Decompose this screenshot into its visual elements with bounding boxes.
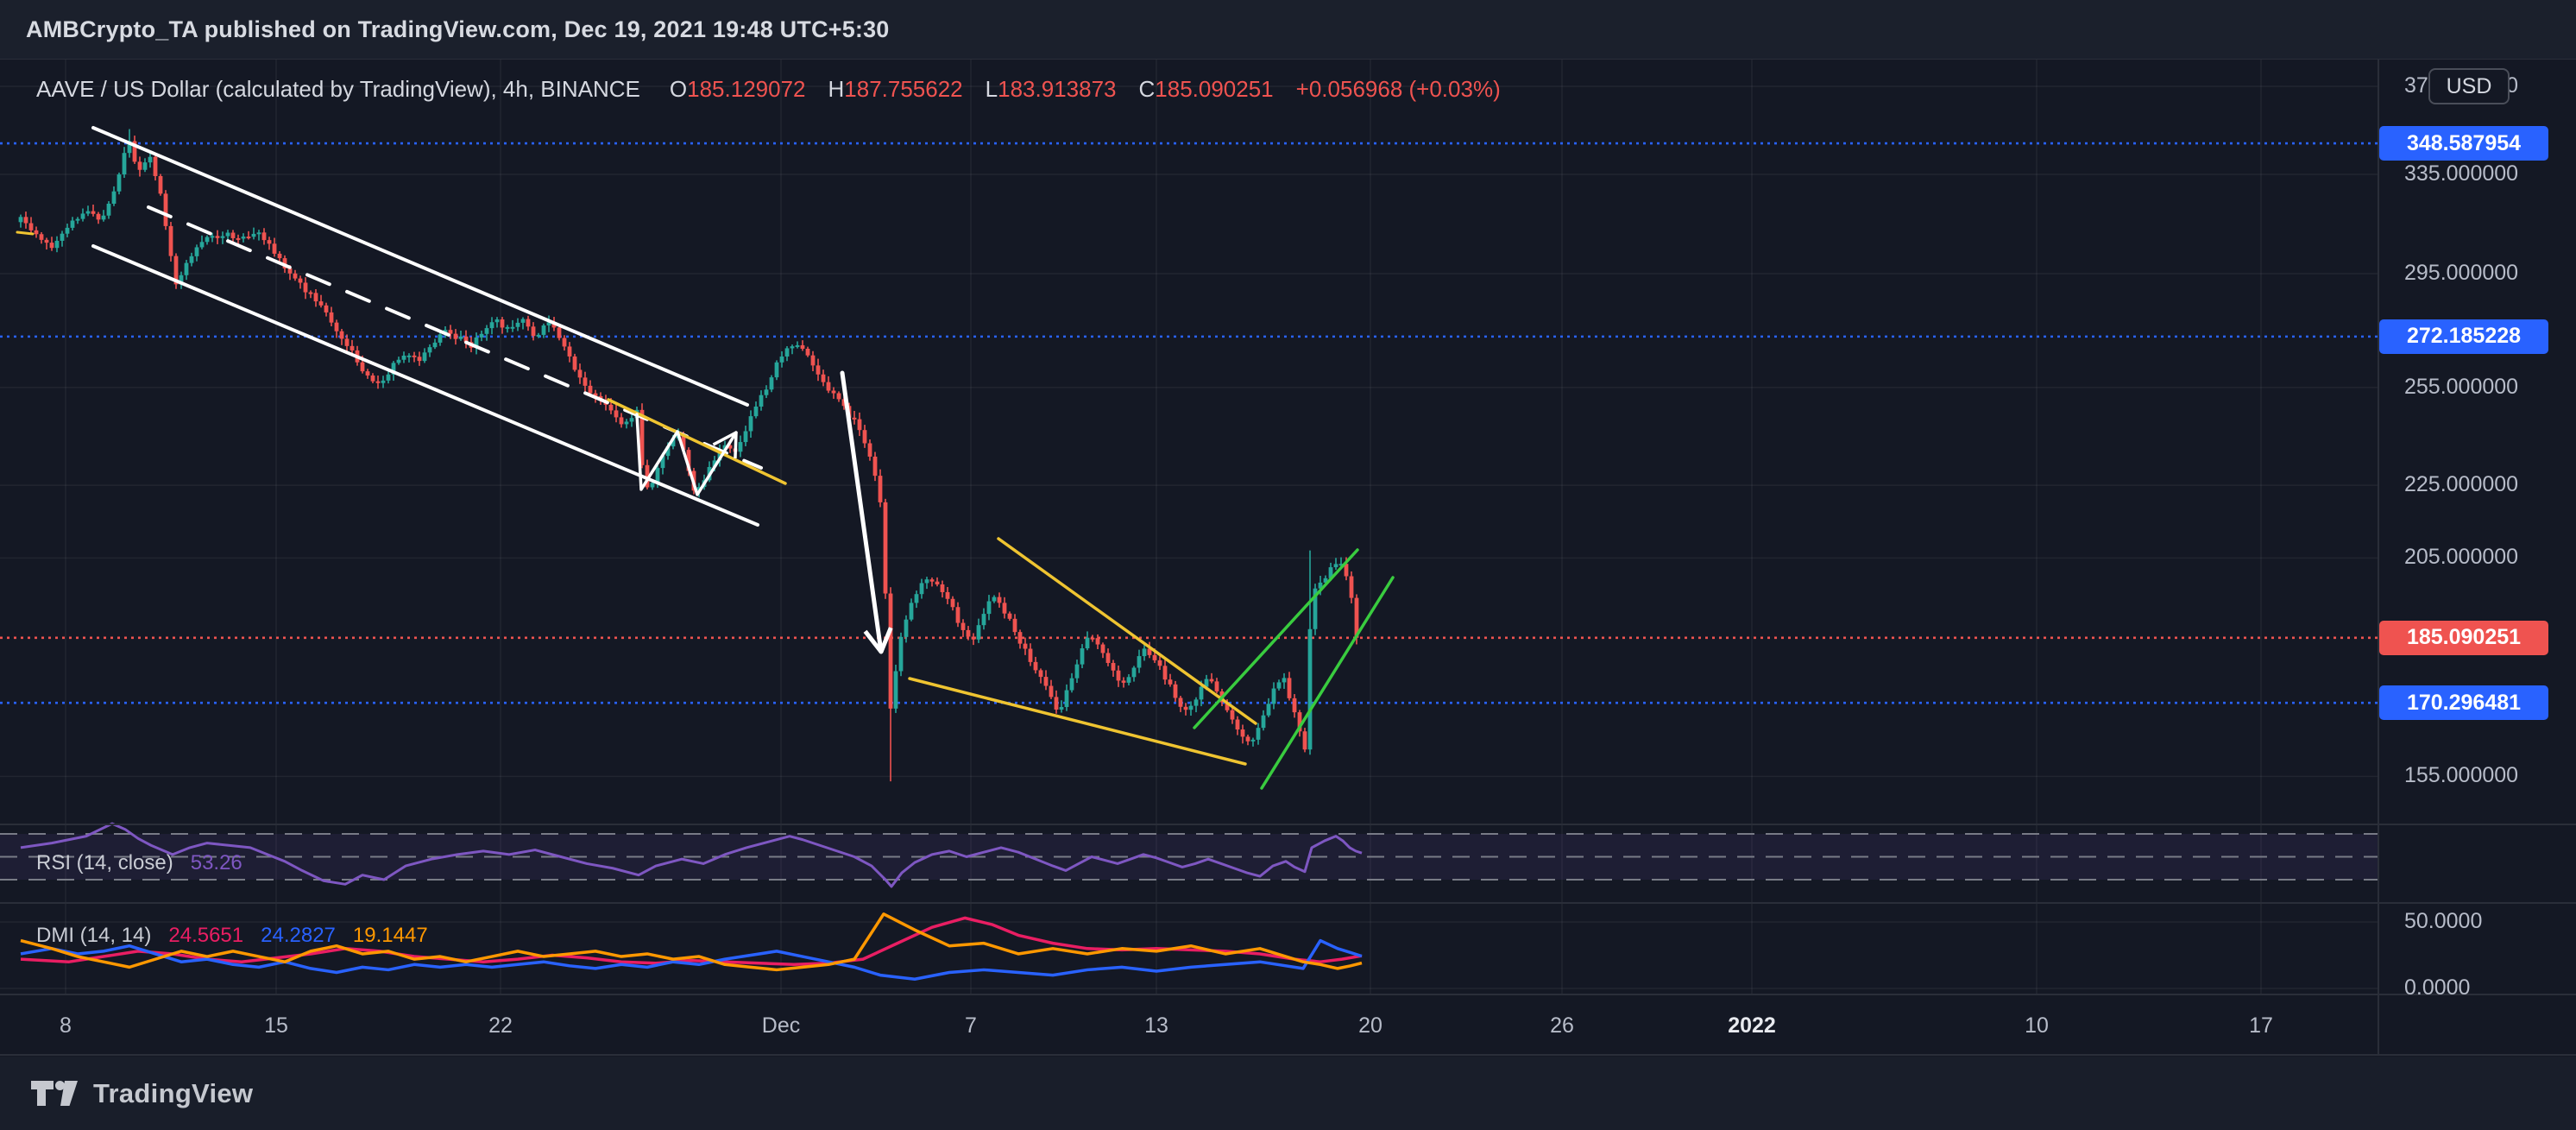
symbol-title: AAVE / US Dollar (calculated by TradingV… <box>36 76 640 102</box>
ohlc-low: L183.913873 <box>985 76 1117 102</box>
tradingview-logo[interactable]: TradingView <box>31 1078 253 1109</box>
price-change: +0.056968 (+0.03%) <box>1295 76 1501 102</box>
footer-bar: TradingView <box>0 1057 2576 1130</box>
dmi-plus-di-value: 24.2827 <box>261 924 336 947</box>
currency-toggle-button[interactable]: USD <box>2428 68 2510 104</box>
dmi-adx-value: 24.5651 <box>168 924 244 947</box>
chart-legend: AAVE / US Dollar (calculated by TradingV… <box>36 76 1501 103</box>
tradingview-logo-text: TradingView <box>93 1077 254 1108</box>
ohlc-close: C185.090251 <box>1138 76 1274 102</box>
attribution-bar: AMBCrypto_TA published on TradingView.co… <box>0 0 2576 59</box>
tradingview-logo-icon <box>31 1080 78 1106</box>
rsi-name: RSI (14, close) <box>36 851 173 874</box>
rsi-value: 53.26 <box>190 851 242 874</box>
dmi-name: DMI (14, 14) <box>36 924 152 947</box>
dmi-legend: DMI (14, 14) 24.5651 24.2827 19.1447 <box>36 924 445 948</box>
ohlc-high: H187.755622 <box>828 76 963 102</box>
rsi-legend: RSI (14, close) 53.26 <box>36 851 260 875</box>
attribution-text: AMBCrypto_TA published on TradingView.co… <box>26 16 890 42</box>
ohlc-open: O185.129072 <box>669 76 806 102</box>
dmi-minus-di-value: 19.1447 <box>352 924 428 947</box>
